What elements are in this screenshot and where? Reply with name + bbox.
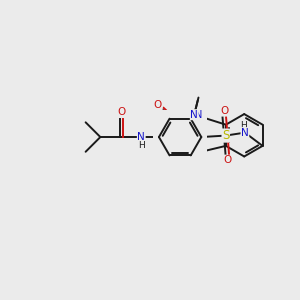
Text: N: N bbox=[190, 110, 198, 120]
Text: H: H bbox=[138, 141, 145, 150]
Text: O: O bbox=[220, 106, 228, 116]
Text: S: S bbox=[222, 129, 230, 142]
Text: O: O bbox=[153, 100, 162, 110]
Text: N: N bbox=[241, 128, 249, 138]
Text: N: N bbox=[195, 110, 202, 120]
Bar bbox=[153, 110, 207, 164]
Text: O: O bbox=[117, 107, 126, 117]
Text: O: O bbox=[154, 100, 162, 110]
Text: H: H bbox=[240, 121, 247, 130]
Text: N: N bbox=[137, 132, 145, 142]
Text: O: O bbox=[223, 155, 231, 165]
